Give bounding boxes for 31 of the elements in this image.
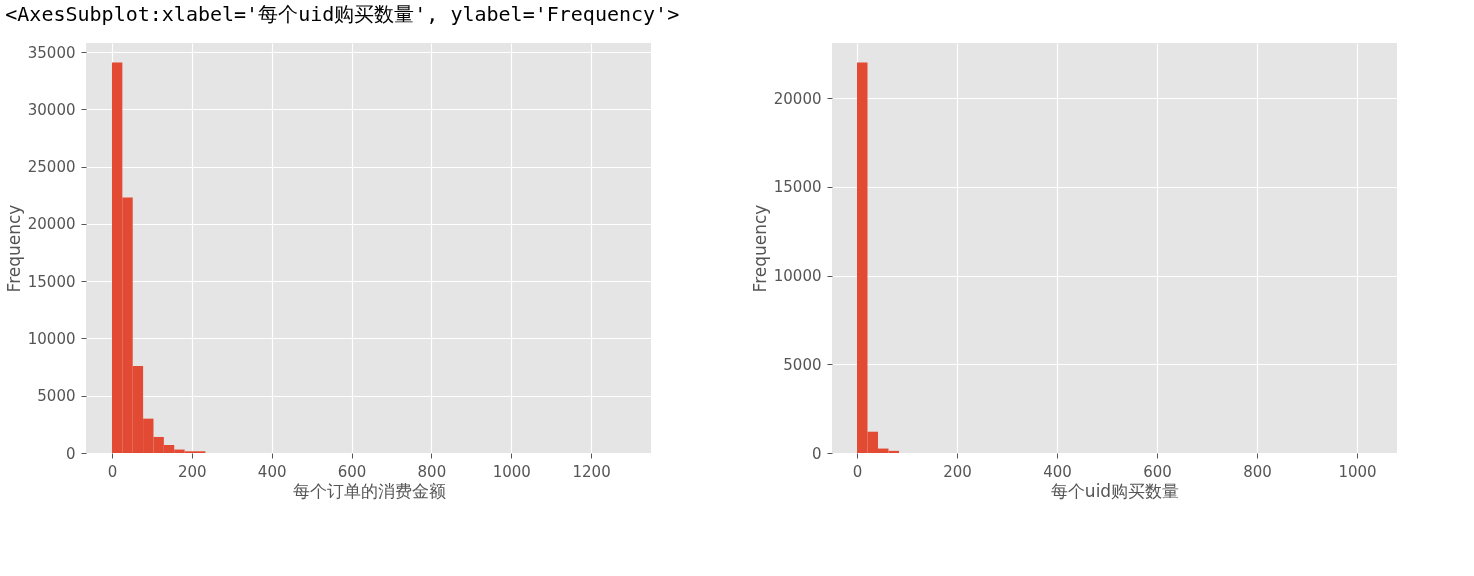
y-axis-title: Frequency — [3, 204, 24, 293]
x-tick-label: 1000 — [492, 462, 531, 481]
y-tick-label: 15000 — [27, 272, 76, 291]
x-tick-label: 600 — [337, 462, 367, 481]
y-tick-label: 10000 — [773, 267, 822, 286]
x-tick-label: 200 — [943, 462, 972, 481]
x-axis-title: 每个uid购买数量 — [1050, 480, 1180, 501]
x-tick-label: 1200 — [572, 462, 611, 481]
x-tick-label: 800 — [417, 462, 447, 481]
y-tick-label: 20000 — [27, 215, 76, 234]
x-tick-label: 0 — [107, 462, 118, 481]
x-tick-label: 0 — [852, 462, 863, 481]
y-tick-label: 15000 — [773, 178, 822, 197]
y-tick-label: 20000 — [773, 89, 822, 108]
y-tick-label: 25000 — [27, 158, 76, 177]
x-tick-label: 400 — [1043, 462, 1072, 481]
y-tick-label: 5000 — [783, 355, 822, 374]
y-tick-label: 0 — [811, 444, 822, 463]
x-tick-label: 1000 — [1338, 462, 1377, 481]
y-tick-label: 0 — [65, 444, 76, 463]
x-tick-label: 600 — [1143, 462, 1172, 481]
y-tick-label: 30000 — [27, 100, 76, 119]
y-tick-label: 10000 — [27, 329, 76, 348]
text: <AxesSubplot:xlabel='每个uid购买数量', ylabel='Frequency'> — [5, 2, 680, 26]
x-axis-title: 每个订单的消费金额 — [292, 480, 446, 501]
y-tick-label: 5000 — [37, 387, 76, 406]
y-tick-label: 35000 — [27, 43, 76, 62]
x-tick-label: 200 — [177, 462, 207, 481]
x-tick-label: 400 — [257, 462, 287, 481]
y-axis-title: Frequency — [749, 204, 770, 293]
x-tick-label: 800 — [1243, 462, 1272, 481]
